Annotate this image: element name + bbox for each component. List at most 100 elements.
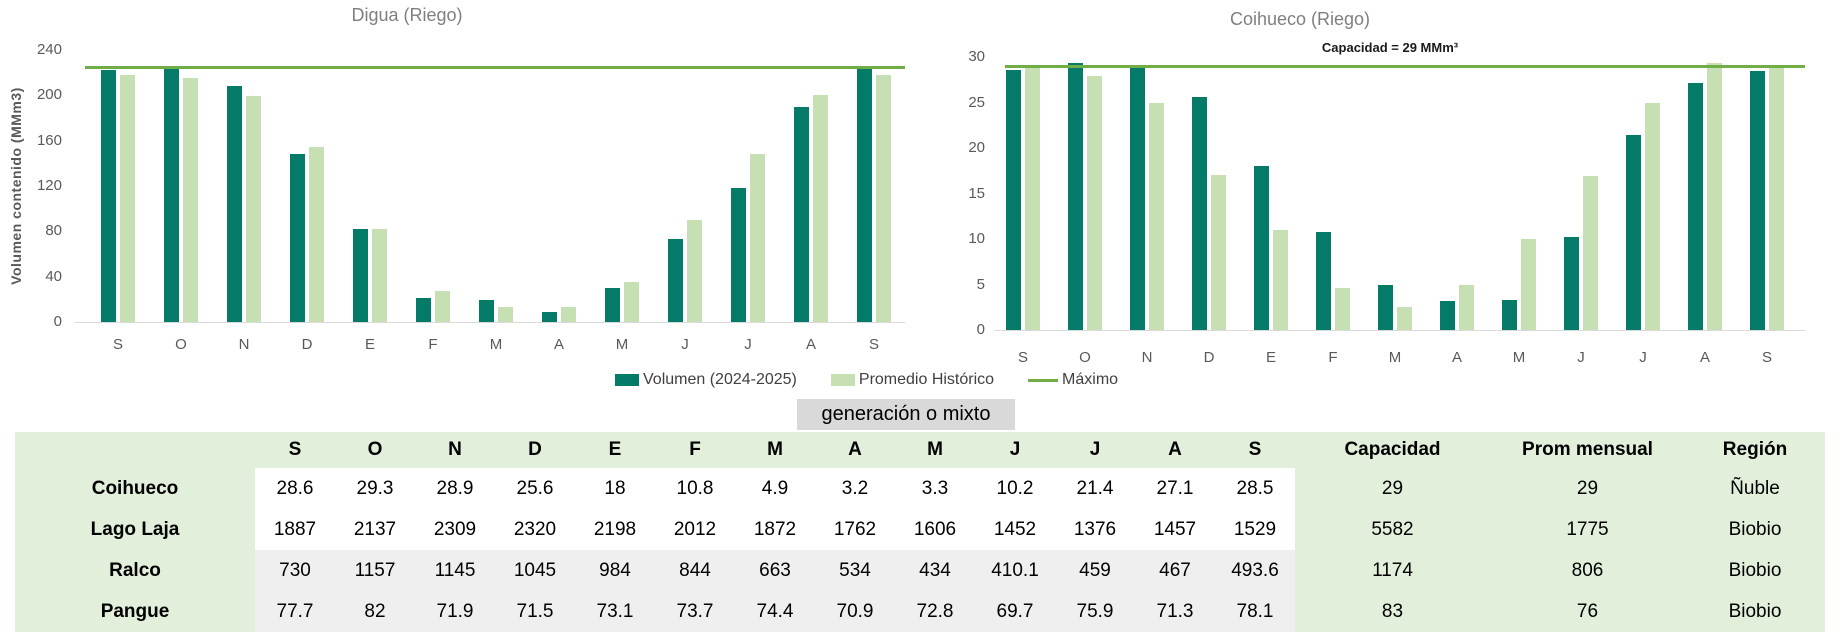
bar-promedio	[687, 220, 702, 322]
month-value: 1762	[815, 509, 895, 550]
maximo-line-swatch	[1028, 378, 1059, 382]
region-value: Biobio	[1728, 600, 1782, 622]
month-value: 71.5	[495, 591, 575, 632]
month-header: M	[767, 439, 783, 460]
bar-promedio	[750, 154, 765, 322]
bar-volumen	[479, 300, 494, 322]
bar-volumen	[290, 154, 305, 322]
bar-volumen	[1688, 83, 1703, 330]
month-header: J	[1089, 439, 1101, 460]
legend-label: Promedio Histórico	[858, 371, 995, 388]
y-tick-label: 20	[968, 139, 985, 156]
table-corner	[15, 432, 255, 468]
y-tick-label: 0	[53, 313, 62, 330]
y-tick-label: 25	[968, 93, 985, 111]
month-header: A	[848, 439, 862, 460]
x-axis-line	[995, 330, 1805, 331]
bar-promedio	[561, 307, 576, 322]
bar-volumen	[1378, 285, 1393, 330]
month-value: 71.9	[415, 591, 495, 632]
month-value: 10.8	[655, 468, 735, 509]
chart-title-digua: Digua (Riego)	[351, 5, 463, 25]
month-value: 2137	[335, 509, 415, 550]
capacity-annotation: Capacidad = 29 MMm³	[1321, 40, 1459, 55]
month-value: 467	[1135, 550, 1215, 591]
y-tick-label: 5	[976, 275, 985, 293]
bar-volumen	[1254, 166, 1269, 330]
month-value: 27.1	[1135, 468, 1215, 509]
bar-promedio	[183, 78, 198, 322]
month-value: 2320	[495, 509, 575, 550]
prom-mensual-value: 76	[1576, 600, 1599, 622]
y-tick-label: 10	[968, 230, 985, 247]
bar-volumen	[731, 188, 746, 322]
prom-mensual-value: 806	[1571, 559, 1604, 581]
region-value: Ñuble	[1730, 477, 1780, 499]
capacidad-value: 83	[1381, 600, 1404, 622]
x-axis-label: S	[868, 336, 879, 353]
bar-volumen	[1316, 231, 1331, 330]
month-value: 1145	[415, 550, 495, 591]
bar-volumen	[1006, 69, 1021, 330]
month-value: 1872	[735, 509, 815, 550]
bar-promedio	[1273, 229, 1288, 330]
bar-promedio	[246, 96, 261, 322]
month-value: 73.7	[655, 591, 735, 632]
month-value: 410.1	[975, 550, 1055, 591]
bar-volumen	[542, 311, 557, 322]
month-header: J	[1009, 439, 1021, 460]
bar-promedio	[1521, 239, 1536, 330]
bar-promedio	[1335, 288, 1350, 330]
y-tick-label: 200	[36, 86, 62, 104]
month-value: 18	[575, 468, 655, 509]
month-header: O	[367, 439, 383, 460]
month-value: 1376	[1055, 509, 1135, 550]
capacidad-value: 1174	[1372, 559, 1413, 581]
month-value: 77.7	[255, 591, 335, 632]
month-value: 2012	[655, 509, 735, 550]
bar-volumen	[1192, 97, 1207, 330]
series-swatch	[830, 374, 855, 386]
month-value: 1157	[335, 550, 415, 591]
bar-volumen	[1502, 299, 1517, 330]
month-value: 663	[735, 550, 815, 591]
table-caption: generación o mixto	[797, 399, 1015, 430]
bar-promedio	[1025, 66, 1040, 330]
bar-promedio	[372, 229, 387, 322]
month-value: 28.6	[255, 468, 335, 509]
month-value: 2309	[415, 509, 495, 550]
month-value: 3.3	[895, 468, 975, 509]
bar-volumen	[416, 298, 431, 322]
bar-volumen	[1626, 135, 1641, 330]
month-value: 493.6	[1215, 550, 1295, 591]
x-axis-label: M	[615, 336, 629, 353]
bar-volumen	[353, 229, 368, 322]
row-name: Ralco	[109, 559, 161, 581]
x-axis-label: J	[744, 336, 752, 353]
month-value: 730	[255, 550, 335, 591]
bar-volumen	[668, 239, 683, 322]
month-header: M	[927, 439, 943, 460]
x-axis-label: M	[489, 336, 503, 353]
month-value: 28.5	[1215, 468, 1295, 509]
month-value: 844	[655, 550, 735, 591]
x-axis-label: J	[1639, 349, 1647, 366]
bar-volumen	[1564, 237, 1579, 330]
reservoir-table: S O N D E F M A M J J A S Capacidad Prom mensual Región…	[15, 432, 1825, 632]
capacidad-value: 5582	[1371, 518, 1414, 540]
legend-label: Volumen (2024-2025)	[643, 371, 797, 388]
y-tick-label: 0	[976, 321, 985, 338]
month-value: 4.9	[735, 468, 815, 509]
legend-item: Promedio Histórico	[830, 371, 995, 389]
month-value: 74.4	[735, 591, 815, 632]
x-axis-label: A	[553, 336, 564, 353]
bar-volumen	[164, 65, 179, 322]
month-value: 70.9	[815, 591, 895, 632]
bar-promedio	[1149, 102, 1164, 330]
prom-mensual-value: 1775	[1566, 518, 1609, 540]
y-tick-label: 80	[45, 222, 62, 240]
bar-volumen	[101, 70, 116, 322]
row-name: Coihueco	[91, 477, 179, 499]
month-value: 1606	[895, 509, 975, 550]
